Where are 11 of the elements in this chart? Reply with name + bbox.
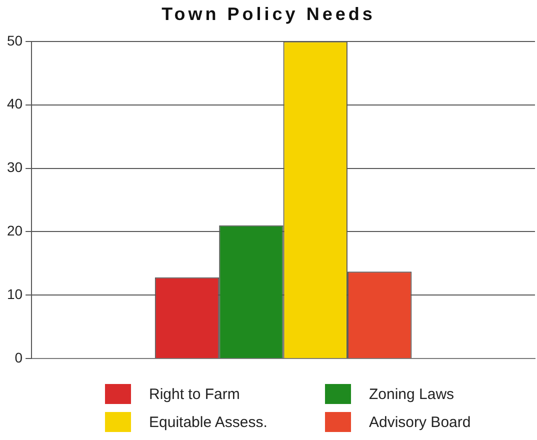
y-tick-label: 50 bbox=[6, 32, 23, 48]
y-tick-label: 0 bbox=[14, 349, 23, 366]
legend-label: Advisory Board bbox=[369, 414, 471, 430]
legend-label: Equitable Assess. bbox=[149, 414, 268, 430]
y-tick-label: 30 bbox=[6, 159, 23, 176]
chart-title: Town Policy Needs bbox=[160, 4, 376, 25]
y-tick-label: 40 bbox=[6, 96, 23, 112]
legend-label: Zoning Laws bbox=[369, 386, 454, 402]
y-tick-label: 20 bbox=[6, 222, 23, 239]
legend-label: Right to Farm bbox=[149, 386, 240, 402]
y-tick-label: 10 bbox=[6, 286, 23, 302]
